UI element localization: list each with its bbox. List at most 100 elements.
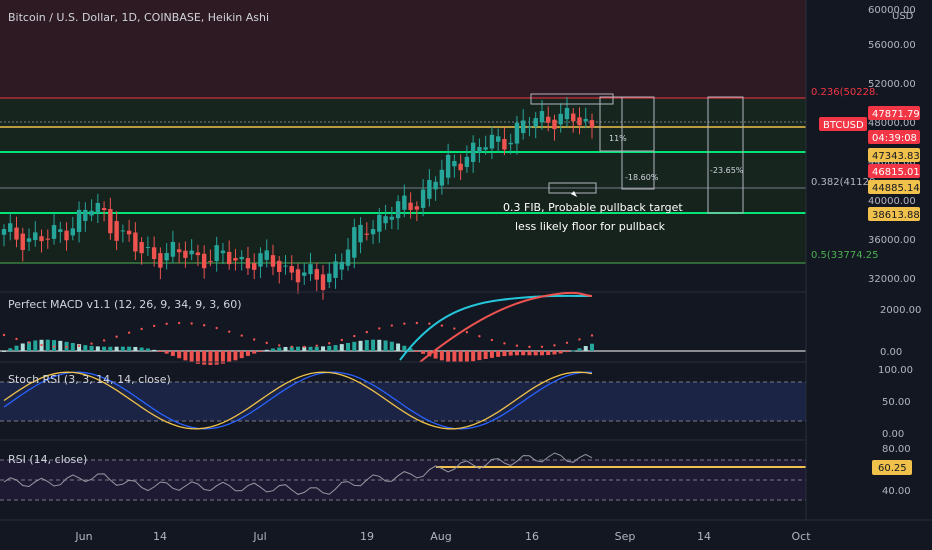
macd-bar bbox=[314, 346, 319, 351]
pct-label-2: -18.60% bbox=[625, 173, 659, 182]
candle-body bbox=[201, 253, 207, 269]
macd-signal-dot bbox=[565, 341, 569, 345]
time-tick-label: 14 bbox=[153, 530, 167, 543]
price-tick-label: 60000.00 bbox=[868, 5, 916, 16]
candle-body bbox=[20, 233, 25, 250]
price-axis[interactable] bbox=[806, 0, 932, 520]
macd-signal-dot bbox=[515, 344, 519, 347]
macd-signal-dot bbox=[90, 342, 93, 345]
candle-body bbox=[546, 116, 551, 123]
macd-bar bbox=[252, 351, 257, 354]
macd-signal-dot bbox=[253, 338, 256, 341]
stoch-title: Stoch RSI (3, 3, 14, 14, close) bbox=[8, 373, 171, 386]
macd-title: Perfect MACD v1.1 (12, 26, 9, 34, 9, 3, … bbox=[8, 298, 242, 311]
candle-body bbox=[164, 253, 169, 261]
macd-bar bbox=[446, 351, 451, 362]
candle-body bbox=[51, 225, 57, 239]
rsi-tick: 80.00 bbox=[882, 444, 911, 455]
macd-bar bbox=[158, 351, 163, 352]
candle-body bbox=[333, 261, 338, 278]
macd-signal-dot bbox=[152, 324, 156, 328]
macd-signal-dot bbox=[65, 345, 68, 349]
macd-signal-dot bbox=[340, 338, 343, 342]
candle-body bbox=[414, 206, 420, 210]
price-label-badge bbox=[868, 148, 920, 162]
candle-body bbox=[58, 229, 63, 232]
price-ticks: 60000.00 56000.00 52000.00 48000.00 44000.00… bbox=[868, 5, 916, 285]
macd-signal-dot bbox=[215, 326, 218, 330]
candle-body bbox=[327, 273, 332, 283]
macd-signal-dot bbox=[27, 341, 31, 344]
macd-signal-dot bbox=[77, 344, 81, 348]
macd-signal-dot bbox=[140, 327, 143, 331]
time-tick-label: Jun bbox=[74, 530, 92, 543]
macd-bar bbox=[202, 351, 207, 365]
candle-body bbox=[402, 195, 407, 210]
candle-body bbox=[226, 251, 232, 265]
candle-body bbox=[45, 238, 50, 240]
price-label-badge bbox=[868, 180, 920, 194]
macd-signal-line bbox=[419, 291, 593, 363]
macd-bar bbox=[377, 339, 382, 351]
macd-bar bbox=[245, 351, 250, 356]
top-zone-box bbox=[530, 93, 614, 105]
candle-body bbox=[445, 154, 451, 178]
candle-body bbox=[83, 209, 88, 221]
candle-body bbox=[258, 253, 263, 267]
candle-body bbox=[520, 120, 526, 134]
macd-signal-dot bbox=[528, 345, 531, 349]
macd-signal-dot bbox=[115, 335, 118, 338]
macd-bar bbox=[333, 345, 338, 351]
macd-bar bbox=[108, 346, 113, 351]
macd-bar bbox=[170, 351, 175, 356]
chart-title: Bitcoin / U.S. Dollar, 1D, COINBASE, Hei… bbox=[8, 11, 269, 24]
candle-body bbox=[101, 208, 107, 211]
macd-bar bbox=[527, 351, 532, 356]
candle-body bbox=[420, 189, 426, 208]
macd-bar bbox=[571, 350, 576, 352]
price-tick-label: 32000.00 bbox=[868, 274, 916, 285]
price-label: 47871.79 bbox=[872, 109, 920, 120]
macd-bar bbox=[289, 346, 294, 351]
time-axis[interactable]: Jun 14 Jul 19 Aug 16 Sep 14 Oct bbox=[74, 530, 811, 543]
macd-bar bbox=[70, 343, 75, 351]
candle-body bbox=[8, 223, 13, 232]
candle-body bbox=[577, 117, 582, 126]
macd-bar bbox=[95, 346, 100, 351]
candle-body bbox=[108, 209, 113, 234]
macd-bar bbox=[189, 351, 194, 363]
macd-bar bbox=[414, 351, 419, 352]
candle-body bbox=[252, 263, 257, 270]
candle-body bbox=[139, 242, 144, 254]
macd-signal-dot bbox=[440, 324, 444, 327]
candle-body bbox=[245, 258, 251, 269]
macd-bar bbox=[33, 340, 38, 351]
time-tick-label: 16 bbox=[525, 530, 539, 543]
candle-body bbox=[70, 228, 76, 236]
macd-signal-dot bbox=[590, 334, 594, 337]
candle-body bbox=[183, 250, 188, 258]
macd-bar bbox=[239, 351, 244, 359]
candle-body bbox=[464, 156, 470, 167]
candle-body bbox=[408, 202, 413, 210]
time-tick-label: Oct bbox=[791, 530, 811, 543]
macd-bar bbox=[302, 346, 307, 351]
stoch-k-line bbox=[3, 371, 593, 430]
candle-body bbox=[76, 209, 82, 232]
candle-body bbox=[220, 250, 226, 254]
price-label-badge bbox=[868, 106, 920, 120]
candle-body bbox=[26, 238, 32, 242]
fib-zone-upper bbox=[0, 0, 806, 98]
candle-body bbox=[1, 229, 7, 235]
macd-bar bbox=[383, 340, 388, 351]
price-tick-label: 36000.00 bbox=[868, 235, 916, 246]
candle-body bbox=[308, 264, 313, 275]
macd-bar bbox=[371, 339, 376, 351]
macd-bar bbox=[564, 351, 569, 353]
candle-body bbox=[339, 261, 344, 270]
macd-bar bbox=[583, 346, 588, 351]
macd-bar bbox=[8, 348, 13, 351]
stoch-tick: 0.00 bbox=[882, 429, 904, 440]
macd-bar bbox=[277, 347, 282, 351]
